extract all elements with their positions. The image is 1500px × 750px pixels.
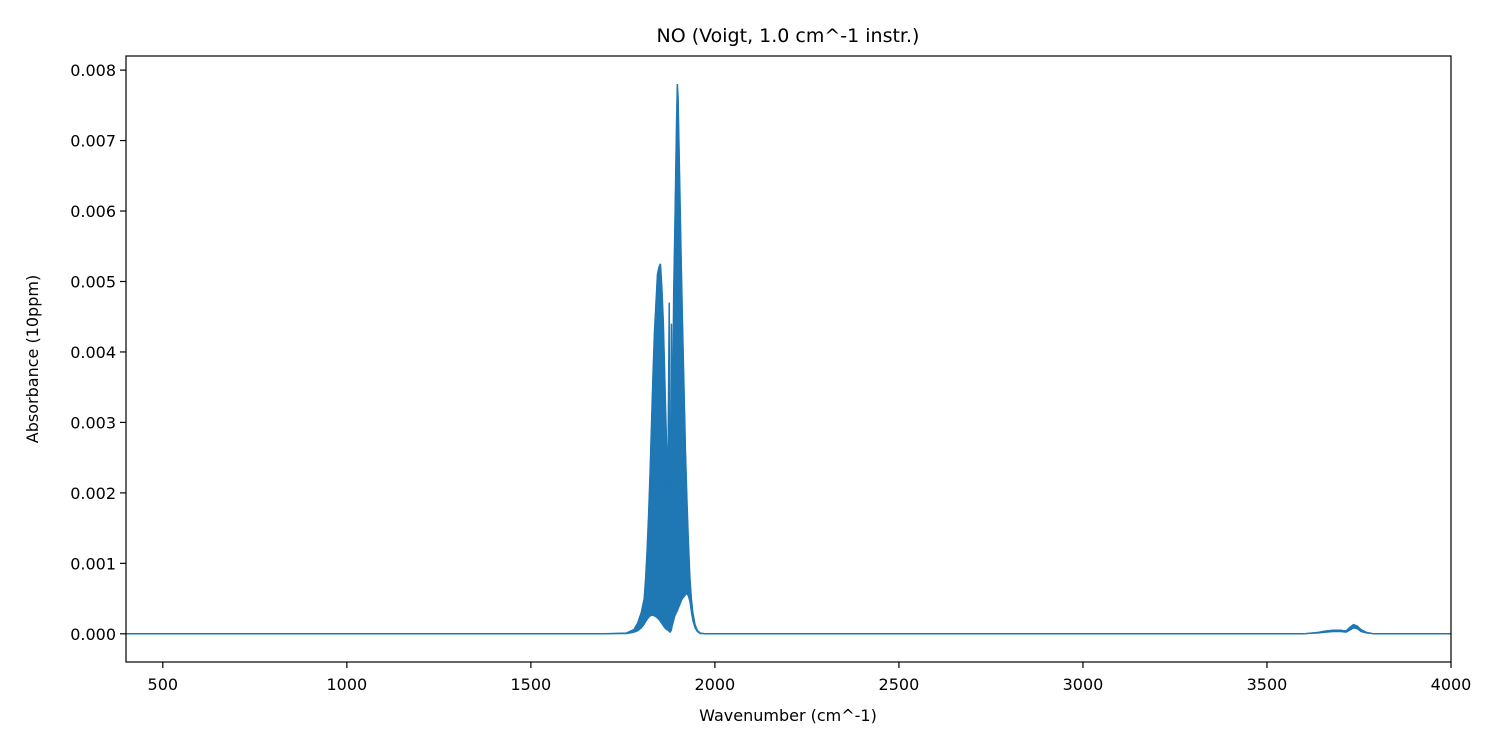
x-tick-label: 4000 xyxy=(1431,675,1472,694)
y-axis-ticks: 0.000 0.001 0.002 0.003 0.004 0.005 0.006 0.007… xyxy=(70,61,126,644)
x-tick-label: 3000 xyxy=(1063,675,1104,694)
y-tick-label: 0.000 xyxy=(70,625,116,644)
y-axis-label: Absorbance (10ppm) xyxy=(23,275,42,443)
x-tick-label: 3500 xyxy=(1247,675,1288,694)
y-tick-label: 0.003 xyxy=(70,413,116,432)
x-tick-label: 500 xyxy=(148,675,179,694)
x-tick-label: 2500 xyxy=(879,675,920,694)
chart-title: NO (Voigt, 1.0 cm^-1 instr.) xyxy=(657,25,920,47)
x-tick-label: 1000 xyxy=(326,675,367,694)
y-tick-label: 0.001 xyxy=(70,554,116,573)
y-tick-label: 0.008 xyxy=(70,61,116,80)
y-tick-label: 0.007 xyxy=(70,132,116,151)
y-tick-label: 0.002 xyxy=(70,484,116,503)
plot-frame xyxy=(125,55,1452,663)
plot-area xyxy=(126,84,1451,635)
x-tick-label: 1500 xyxy=(511,675,552,694)
x-tick-label: 2000 xyxy=(695,675,736,694)
y-tick-label: 0.004 xyxy=(70,343,116,362)
x-axis-label: Wavenumber (cm^-1) xyxy=(699,706,877,725)
y-tick-label: 0.005 xyxy=(70,272,116,291)
spectrum-line xyxy=(126,84,1451,635)
y-tick-label: 0.006 xyxy=(70,202,116,221)
x-axis-ticks: 500 1000 1500 2000 2500 3000 3500 4000 xyxy=(148,662,1472,694)
